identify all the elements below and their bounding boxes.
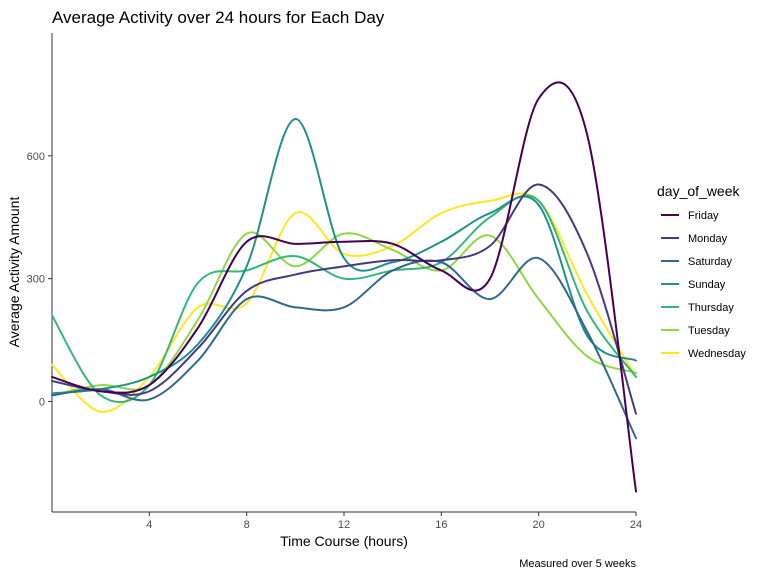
x-tick-label: 4 [146, 519, 152, 531]
x-axis-title: Time Course (hours) [280, 533, 408, 549]
series-line-saturday [51, 256, 637, 440]
legend-label-wednesday: Wednesday [688, 348, 746, 360]
y-tick-label: 600 [27, 151, 45, 163]
legend-title: day_of_week [657, 183, 741, 199]
ticks: 4 8 12 16 20 24 0 300 600 [27, 151, 642, 531]
series-line-friday [51, 81, 637, 493]
legend-label-friday: Friday [688, 210, 719, 222]
legend-label-sunday: Sunday [688, 279, 726, 291]
series-lines [51, 81, 637, 493]
caption: Measured over 5 weeks [519, 558, 636, 570]
y-tick-label: 300 [27, 274, 45, 286]
x-tick-label: 16 [435, 519, 447, 531]
legend-label-tuesday: Tuesday [688, 325, 730, 337]
y-axis-title: Average Activity Amount [6, 197, 22, 348]
x-tick-label: 24 [630, 519, 642, 531]
chart-title: Average Activity over 24 hours for Each … [52, 8, 385, 27]
x-tick-label: 8 [244, 519, 250, 531]
legend-label-thursday: Thursday [688, 302, 734, 314]
legend-label-saturday: Saturday [688, 256, 733, 268]
x-tick-label: 12 [338, 519, 350, 531]
legend: day_of_week Friday Monday Saturday Sunday Th… [657, 183, 746, 360]
axes [51, 33, 636, 513]
series-line-sunday [51, 117, 637, 395]
series-line-monday [51, 183, 637, 415]
y-tick-label: 0 [39, 396, 45, 408]
legend-label-monday: Monday [688, 233, 728, 245]
x-tick-label: 20 [533, 519, 545, 531]
